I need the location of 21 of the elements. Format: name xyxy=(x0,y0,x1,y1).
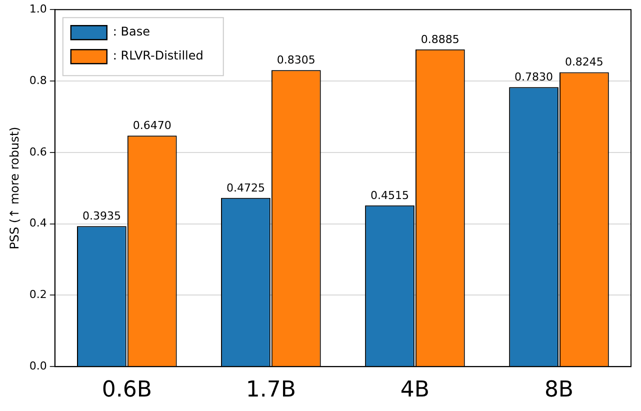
legend-label: : RLVR-Distilled xyxy=(112,48,204,63)
y-tick-label: 0.0 xyxy=(29,359,47,372)
data-label: 0.6470 xyxy=(132,118,172,132)
y-axis-title: PSS (↑ more robust) xyxy=(7,126,22,250)
data-label: 0.3935 xyxy=(82,209,121,222)
data-label: 0.4515 xyxy=(370,188,410,202)
y-tick-label: 0.2 xyxy=(29,288,47,302)
x-tick-label: 4B xyxy=(400,378,430,403)
y-tick-label: 0.6 xyxy=(29,145,47,158)
x-tick-label: 1.7B xyxy=(246,378,296,403)
y-tick-label: 1.0 xyxy=(29,2,47,16)
x-tick-label: 0.6B xyxy=(102,378,152,403)
data-label: 0.8885 xyxy=(420,32,460,46)
data-label: 0.8305 xyxy=(276,53,316,66)
data-label: 0.8245 xyxy=(564,56,604,69)
data-label: 0.7830 xyxy=(514,70,554,84)
x-tick-label: 8B xyxy=(544,378,574,403)
legend-label: : Base xyxy=(112,24,150,39)
data-label: 0.4725 xyxy=(226,181,265,194)
y-tick-label: 0.4 xyxy=(29,216,47,230)
y-tick-label: 0.8 xyxy=(29,74,47,87)
